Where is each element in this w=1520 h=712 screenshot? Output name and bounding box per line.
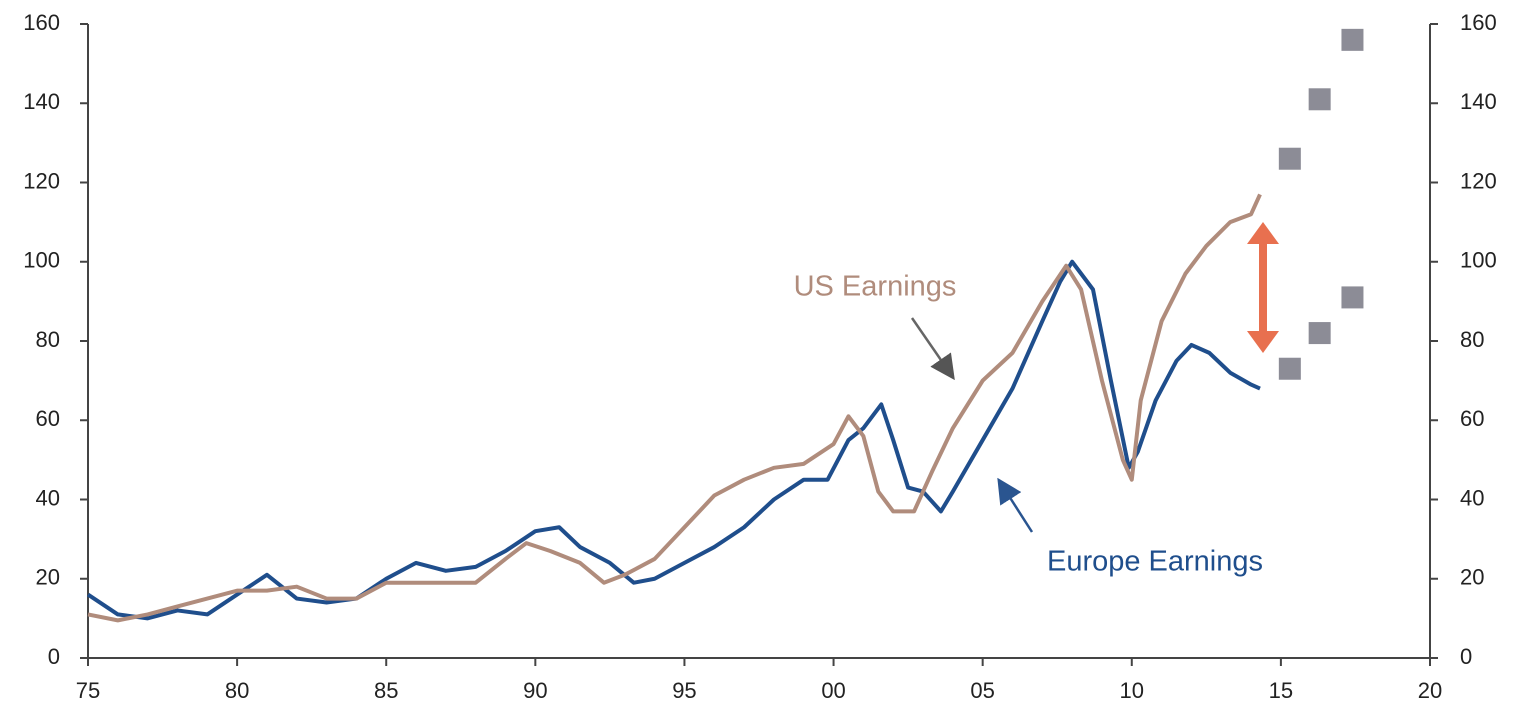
x-tick-label: 75 — [76, 678, 100, 703]
y-tick-label: 80 — [36, 327, 60, 352]
y2-tick-label: 40 — [1460, 485, 1484, 510]
forecast-point — [1278, 147, 1301, 170]
x-tick-label: 15 — [1269, 678, 1293, 703]
y2-tick-label: 0 — [1460, 644, 1472, 669]
gap-arrow — [1247, 222, 1279, 353]
y-tick-label: 160 — [23, 10, 60, 35]
y-tick-label: 0 — [48, 644, 60, 669]
y2-tick-label: 20 — [1460, 565, 1484, 590]
x-tick-label: 80 — [225, 678, 249, 703]
annotation-arrow — [910, 317, 955, 381]
x-tick-label: 90 — [523, 678, 547, 703]
y-tick-label: 120 — [23, 168, 60, 193]
y-tick-label: 60 — [36, 406, 60, 431]
line — [87, 193, 1262, 623]
y-tick-label: 140 — [23, 89, 60, 114]
series-label: Europe Earnings — [1047, 546, 1263, 578]
forecast-point — [1341, 286, 1364, 309]
x-tick-label: 85 — [374, 678, 398, 703]
y-tick-label: 20 — [36, 565, 60, 590]
annotation-arrow — [997, 477, 1034, 533]
y2-tick-label: 160 — [1460, 10, 1497, 35]
x-tick-label: 00 — [821, 678, 845, 703]
forecast-point — [1308, 88, 1331, 111]
forecast-point — [1341, 28, 1364, 51]
forecast-point — [1308, 322, 1331, 345]
line — [86, 259, 1261, 621]
x-tick-label: 05 — [970, 678, 994, 703]
y2-tick-label: 100 — [1460, 248, 1497, 273]
x-tick-label: 10 — [1120, 678, 1144, 703]
y2-tick-label: 140 — [1460, 89, 1497, 114]
series-label: US Earnings — [794, 271, 957, 303]
y2-tick-label: 80 — [1460, 327, 1484, 352]
x-tick-label: 95 — [672, 678, 696, 703]
y-tick-label: 100 — [23, 248, 60, 273]
y2-tick-label: 120 — [1460, 168, 1497, 193]
y2-tick-label: 60 — [1460, 406, 1484, 431]
forecast-point — [1278, 357, 1301, 380]
y-tick-label: 40 — [36, 485, 60, 510]
x-tick-label: 20 — [1418, 678, 1442, 703]
